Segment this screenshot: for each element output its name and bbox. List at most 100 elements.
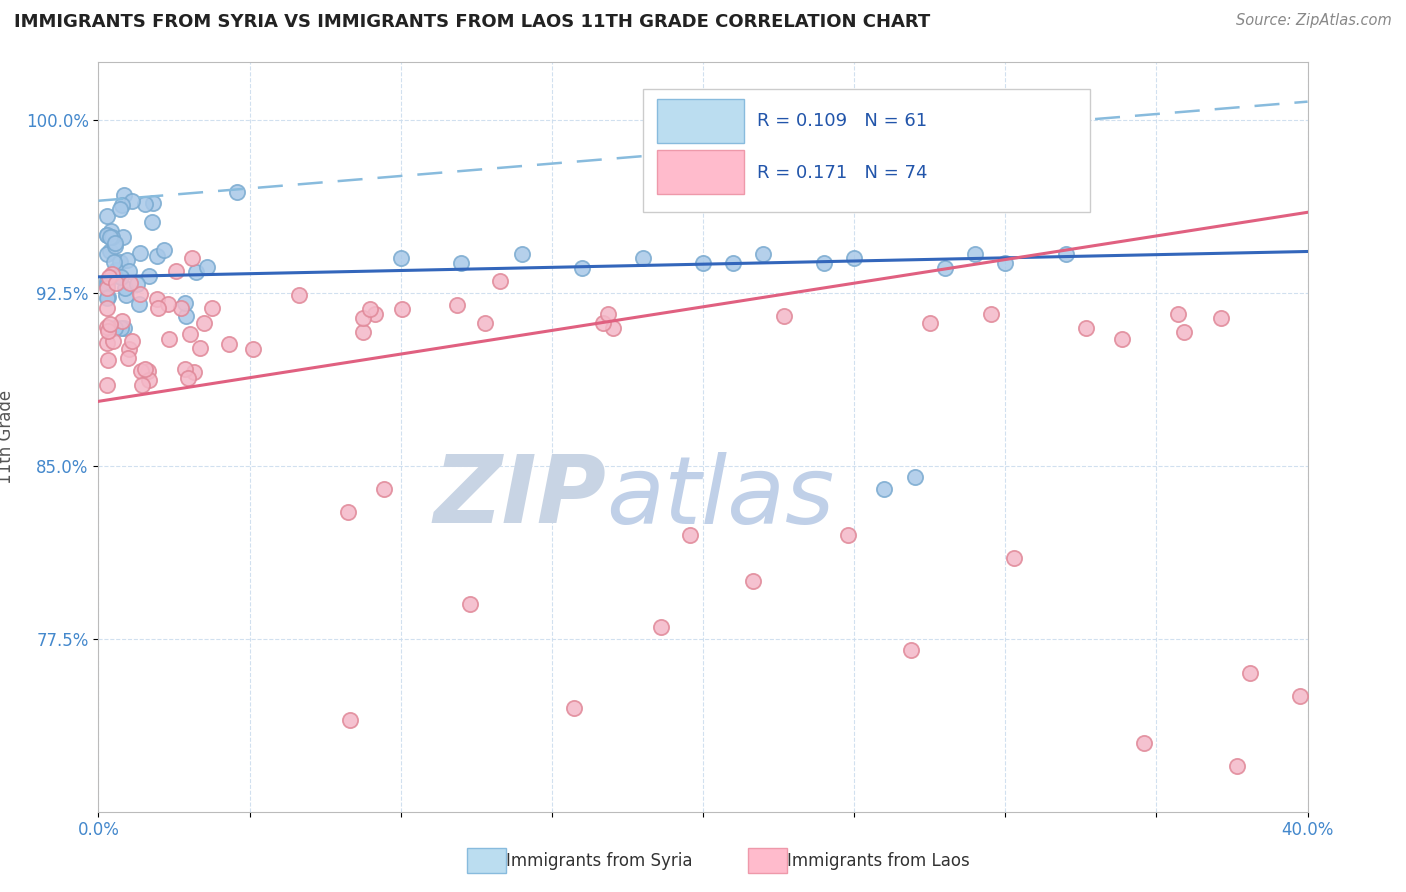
Point bbox=[136, 364, 159, 378]
Point bbox=[994, 256, 1017, 270]
Point bbox=[98, 244, 121, 258]
Point bbox=[288, 287, 311, 301]
Point bbox=[373, 482, 395, 496]
Point bbox=[118, 342, 141, 356]
Point bbox=[153, 243, 176, 257]
Point bbox=[128, 245, 150, 260]
Point bbox=[120, 276, 142, 290]
Point bbox=[127, 277, 149, 291]
Point bbox=[156, 297, 179, 311]
Point bbox=[446, 297, 468, 311]
Point bbox=[571, 260, 593, 275]
Point bbox=[101, 230, 124, 244]
Point bbox=[96, 227, 118, 242]
FancyBboxPatch shape bbox=[643, 88, 1090, 212]
Point bbox=[104, 235, 127, 250]
Point bbox=[111, 229, 134, 244]
Point bbox=[1002, 551, 1025, 566]
Point bbox=[679, 528, 702, 542]
Point bbox=[844, 252, 866, 266]
Point bbox=[1239, 666, 1261, 681]
Point bbox=[117, 252, 139, 267]
Point bbox=[96, 273, 118, 287]
Point bbox=[337, 505, 360, 519]
Point bbox=[134, 362, 156, 376]
Point bbox=[1167, 307, 1189, 321]
Point bbox=[339, 713, 361, 727]
Point bbox=[114, 281, 136, 295]
Point bbox=[128, 286, 150, 301]
Text: atlas: atlas bbox=[606, 451, 835, 542]
Point bbox=[121, 334, 143, 349]
Point bbox=[592, 316, 614, 330]
Point bbox=[650, 620, 672, 634]
Point bbox=[112, 320, 135, 334]
Point bbox=[142, 195, 165, 210]
Text: IMMIGRANTS FROM SYRIA VS IMMIGRANTS FROM LAOS 11TH GRADE CORRELATION CHART: IMMIGRANTS FROM SYRIA VS IMMIGRANTS FROM… bbox=[14, 13, 931, 31]
Point bbox=[1054, 247, 1077, 261]
Point bbox=[110, 320, 132, 334]
Point bbox=[165, 264, 187, 278]
Point bbox=[146, 301, 169, 316]
Y-axis label: 11th Grade: 11th Grade bbox=[0, 390, 14, 484]
Point bbox=[97, 324, 120, 338]
Point bbox=[359, 302, 381, 317]
Point bbox=[100, 223, 122, 237]
Point bbox=[129, 364, 152, 378]
Point bbox=[121, 194, 143, 208]
FancyBboxPatch shape bbox=[657, 150, 744, 194]
Point bbox=[97, 269, 120, 284]
Text: R = 0.171   N = 74: R = 0.171 N = 74 bbox=[758, 163, 928, 182]
Point bbox=[218, 337, 240, 351]
Text: Source: ZipAtlas.com: Source: ZipAtlas.com bbox=[1236, 13, 1392, 29]
Point bbox=[450, 256, 472, 270]
Point bbox=[96, 281, 118, 295]
Point bbox=[980, 307, 1002, 321]
Point bbox=[934, 260, 956, 275]
Point bbox=[96, 320, 118, 334]
Point bbox=[474, 316, 496, 330]
Point bbox=[813, 256, 835, 270]
Point bbox=[460, 597, 482, 611]
Point bbox=[96, 301, 118, 315]
Point bbox=[201, 301, 224, 316]
Point bbox=[352, 311, 374, 326]
Point bbox=[1076, 320, 1098, 334]
Point bbox=[157, 332, 180, 346]
Point bbox=[96, 227, 118, 242]
Point bbox=[96, 335, 118, 350]
Point bbox=[184, 265, 207, 279]
Point bbox=[510, 247, 533, 261]
Point bbox=[138, 269, 160, 284]
Text: Immigrants from Laos: Immigrants from Laos bbox=[787, 852, 970, 870]
Point bbox=[1132, 735, 1154, 749]
Point bbox=[97, 290, 120, 304]
Point bbox=[111, 313, 134, 327]
Text: ZIP: ZIP bbox=[433, 451, 606, 543]
Point bbox=[631, 252, 654, 266]
Point bbox=[138, 373, 160, 387]
Point bbox=[488, 275, 510, 289]
Point bbox=[117, 351, 139, 365]
Point bbox=[602, 320, 624, 334]
Text: R = 0.109   N = 61: R = 0.109 N = 61 bbox=[758, 112, 928, 130]
Point bbox=[562, 701, 585, 715]
Point bbox=[103, 255, 125, 269]
Point bbox=[193, 316, 215, 330]
Point bbox=[225, 186, 247, 200]
Point bbox=[195, 260, 218, 275]
Point bbox=[96, 209, 118, 223]
Point bbox=[96, 246, 118, 260]
Point bbox=[110, 270, 132, 285]
Point bbox=[918, 316, 941, 330]
Point bbox=[723, 256, 745, 270]
Point bbox=[96, 378, 118, 392]
Point bbox=[352, 325, 374, 339]
Point bbox=[391, 302, 413, 317]
Point bbox=[1226, 758, 1249, 772]
Point bbox=[118, 264, 141, 278]
Point bbox=[1111, 332, 1133, 346]
Point bbox=[131, 378, 153, 392]
Point bbox=[115, 287, 138, 301]
Point bbox=[1173, 325, 1195, 339]
